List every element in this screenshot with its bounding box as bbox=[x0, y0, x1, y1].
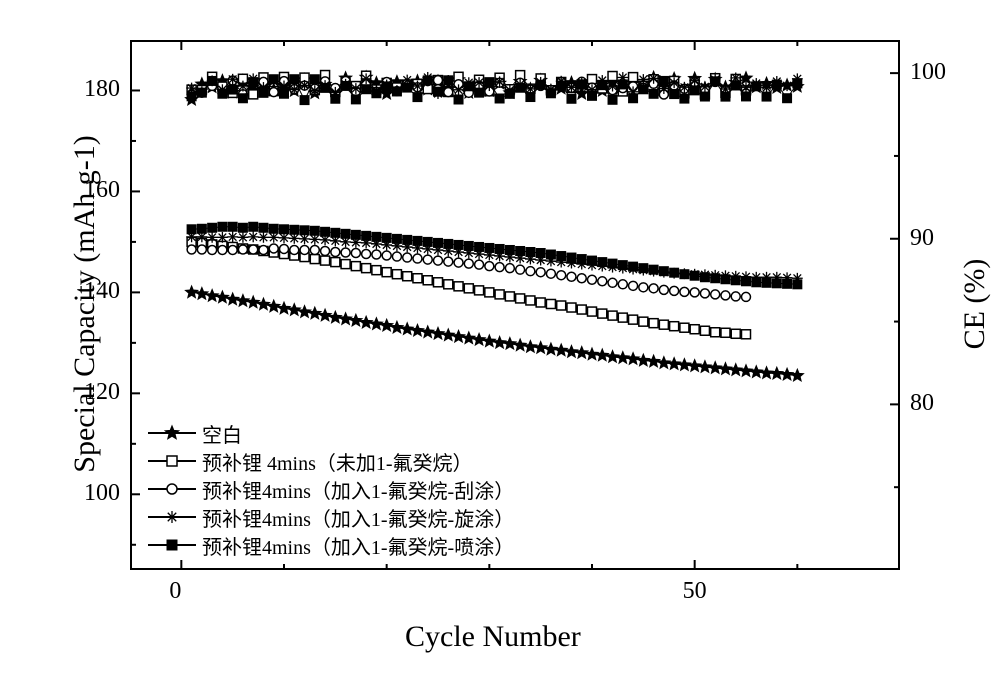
y2-tick-label: 80 bbox=[910, 390, 934, 417]
legend-label: 预补锂 4mins（未加1-氟癸烷） bbox=[202, 447, 473, 476]
y2-tick-label: 90 bbox=[910, 225, 934, 252]
chart-container: Special Capacity (mAh g-1) CE (%) Cycle … bbox=[0, 0, 1000, 690]
y2-tick-label: 100 bbox=[910, 59, 946, 86]
legend-marker-icon bbox=[148, 507, 196, 527]
legend-item: 预补锂 4mins（未加1-氟癸烷） bbox=[148, 448, 514, 474]
legend-marker-icon bbox=[148, 423, 196, 443]
legend-marker-icon bbox=[148, 451, 196, 471]
legend-item: 预补锂4mins（加入1-氟癸烷-刮涂） bbox=[148, 476, 514, 502]
legend: 空白预补锂 4mins（未加1-氟癸烷）预补锂4mins（加入1-氟癸烷-刮涂）… bbox=[148, 420, 514, 560]
legend-label: 预补锂4mins（加入1-氟癸烷-喷涂） bbox=[202, 531, 514, 560]
legend-label: 预补锂4mins（加入1-氟癸烷-刮涂） bbox=[202, 475, 514, 504]
legend-item: 预补锂4mins（加入1-氟癸烷-旋涂） bbox=[148, 504, 514, 530]
y1-tick-label: 140 bbox=[84, 278, 120, 305]
y1-tick-label: 100 bbox=[84, 480, 120, 507]
legend-label: 空白 bbox=[202, 419, 242, 448]
y1-tick-label: 120 bbox=[84, 379, 120, 406]
legend-marker-icon bbox=[148, 535, 196, 555]
y1-tick-label: 160 bbox=[84, 177, 120, 204]
legend-label: 预补锂4mins（加入1-氟癸烷-旋涂） bbox=[202, 503, 514, 532]
x-tick-label: 0 bbox=[169, 578, 181, 605]
y1-tick-label: 180 bbox=[84, 76, 120, 103]
legend-item: 空白 bbox=[148, 420, 514, 446]
x-tick-label: 50 bbox=[683, 578, 707, 605]
legend-marker-icon bbox=[148, 479, 196, 499]
legend-item: 预补锂4mins（加入1-氟癸烷-喷涂） bbox=[148, 532, 514, 558]
data-points-layer bbox=[0, 0, 1000, 690]
